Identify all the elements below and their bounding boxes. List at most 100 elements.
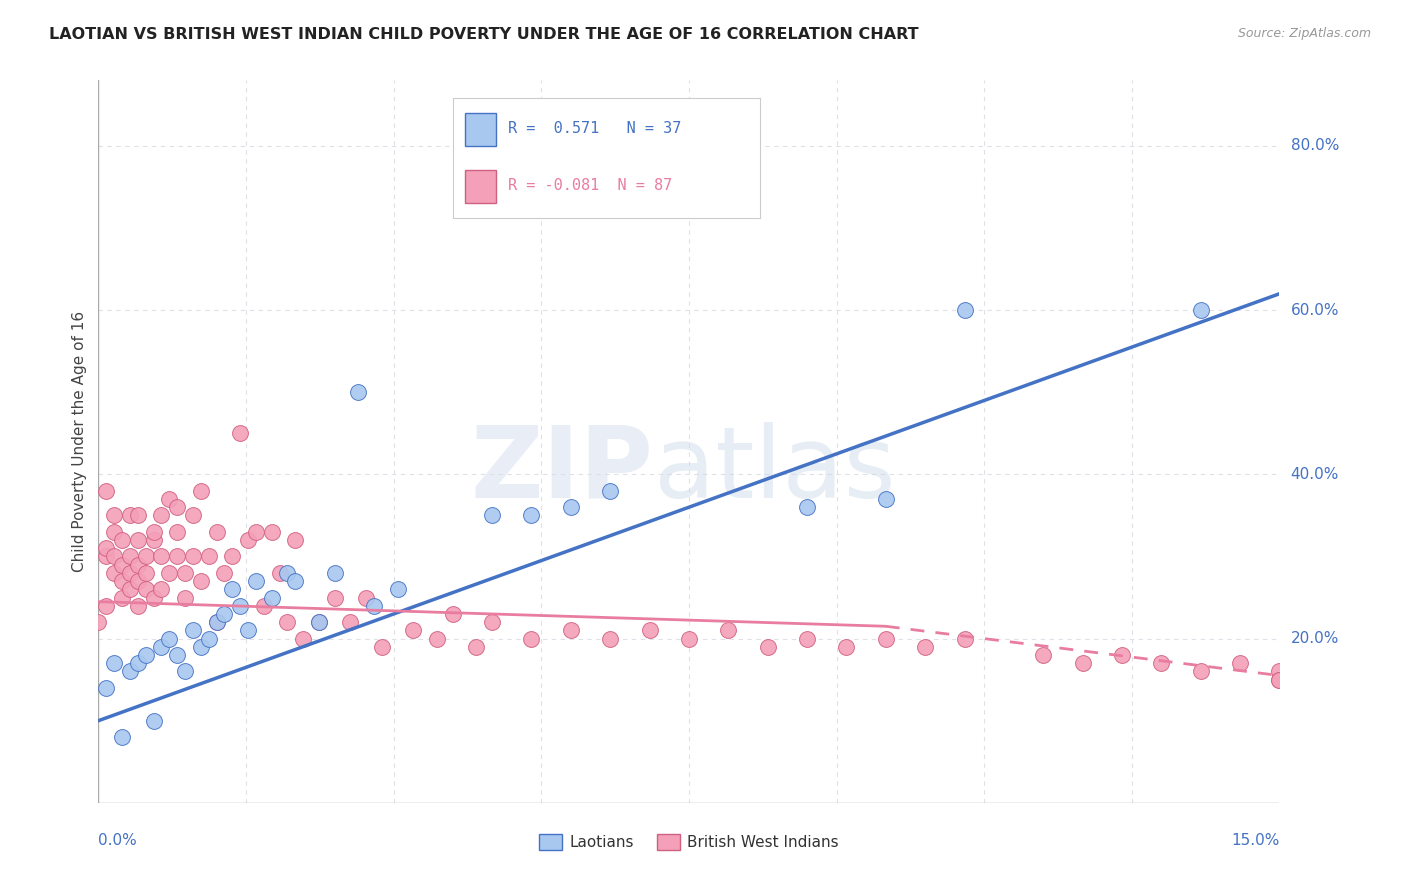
Point <box>142 591 165 605</box>
Point <box>756 640 779 654</box>
Point <box>205 524 228 539</box>
Point <box>118 665 141 679</box>
Point <box>875 491 897 506</box>
Point <box>260 524 283 539</box>
Text: Source: ZipAtlas.com: Source: ZipAtlas.com <box>1237 27 1371 40</box>
Point <box>135 549 157 564</box>
Point <box>1268 673 1291 687</box>
Point <box>142 524 165 539</box>
Point <box>269 566 291 580</box>
Point <box>166 549 188 564</box>
Text: ZIP: ZIP <box>471 422 654 519</box>
Point <box>157 566 180 580</box>
Point <box>292 632 315 646</box>
Point <box>96 549 118 564</box>
Point <box>914 640 936 654</box>
Text: LAOTIAN VS BRITISH WEST INDIAN CHILD POVERTY UNDER THE AGE OF 16 CORRELATION CHA: LAOTIAN VS BRITISH WEST INDIAN CHILD POV… <box>49 27 920 42</box>
Point <box>371 640 394 654</box>
Point <box>157 491 180 506</box>
Point <box>174 566 197 580</box>
Point <box>481 615 503 630</box>
Point <box>284 533 307 547</box>
Point <box>174 591 197 605</box>
Point <box>190 483 212 498</box>
Text: 40.0%: 40.0% <box>1291 467 1339 482</box>
Point <box>150 508 173 523</box>
Point <box>150 549 173 564</box>
Y-axis label: Child Poverty Under the Age of 16: Child Poverty Under the Age of 16 <box>72 311 87 572</box>
Point <box>221 549 243 564</box>
Point <box>796 632 818 646</box>
Point <box>308 615 330 630</box>
Point <box>363 599 385 613</box>
Point <box>402 624 425 638</box>
Point <box>284 574 307 588</box>
Point <box>1189 665 1212 679</box>
Point <box>678 632 700 646</box>
Point <box>142 533 165 547</box>
Point <box>221 582 243 597</box>
Point <box>150 640 173 654</box>
Point <box>276 615 298 630</box>
Point <box>323 591 346 605</box>
Text: 60.0%: 60.0% <box>1291 302 1339 318</box>
Point <box>214 566 236 580</box>
Point <box>835 640 858 654</box>
Text: atlas: atlas <box>654 422 896 519</box>
Point <box>197 632 219 646</box>
Point <box>142 714 165 728</box>
Point <box>111 591 134 605</box>
Point <box>127 657 149 671</box>
Point <box>127 558 149 572</box>
Point <box>354 591 377 605</box>
Point <box>599 632 621 646</box>
Text: 80.0%: 80.0% <box>1291 138 1339 153</box>
Point <box>236 533 259 547</box>
Point <box>157 632 180 646</box>
Legend: Laotians, British West Indians: Laotians, British West Indians <box>533 829 845 856</box>
Point <box>520 632 543 646</box>
Point <box>166 500 188 515</box>
Point <box>717 139 740 153</box>
Point <box>166 648 188 662</box>
Point <box>796 500 818 515</box>
Point <box>638 624 661 638</box>
Point <box>118 549 141 564</box>
Point <box>190 640 212 654</box>
Point <box>181 624 204 638</box>
Point <box>1150 657 1173 671</box>
Point <box>174 665 197 679</box>
Point <box>181 508 204 523</box>
Point <box>953 632 976 646</box>
Point <box>387 582 409 597</box>
Point <box>118 508 141 523</box>
Point <box>426 632 449 646</box>
Point <box>96 541 118 556</box>
Point <box>560 624 582 638</box>
Point <box>1189 303 1212 318</box>
Point <box>103 566 125 580</box>
Point <box>229 599 252 613</box>
Point <box>150 582 173 597</box>
Point <box>96 681 118 695</box>
Point <box>245 574 267 588</box>
Text: 0.0%: 0.0% <box>98 833 138 848</box>
Point <box>347 385 370 400</box>
Point <box>135 582 157 597</box>
Text: 20.0%: 20.0% <box>1291 632 1339 646</box>
Point <box>111 730 134 744</box>
Point <box>197 549 219 564</box>
Point <box>103 524 125 539</box>
Point <box>1032 648 1054 662</box>
Point <box>1268 665 1291 679</box>
Point <box>260 591 283 605</box>
Point <box>214 607 236 621</box>
Point <box>1268 673 1291 687</box>
Point <box>1071 657 1094 671</box>
Point <box>118 582 141 597</box>
Point <box>717 624 740 638</box>
Point <box>308 615 330 630</box>
Point <box>103 508 125 523</box>
Point <box>135 648 157 662</box>
Point <box>127 574 149 588</box>
